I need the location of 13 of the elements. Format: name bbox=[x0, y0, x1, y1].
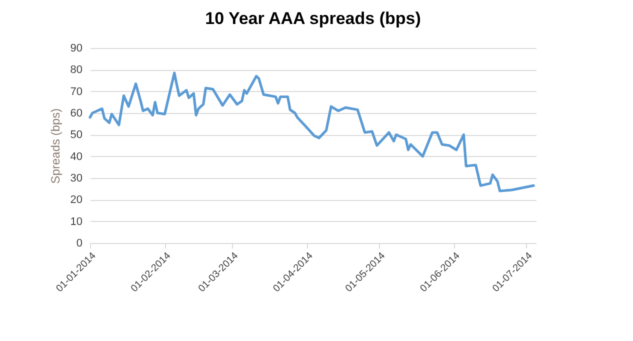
y-tick-label: 0 bbox=[76, 238, 82, 250]
y-tick-label: 40 bbox=[70, 150, 82, 163]
y-tick-label: 80 bbox=[70, 64, 82, 76]
y-tick-label: 20 bbox=[70, 194, 82, 206]
y-tick-label: 10 bbox=[70, 216, 82, 228]
y-tick-label: 50 bbox=[70, 129, 82, 142]
y-tick-label: 70 bbox=[70, 86, 82, 98]
y-tick-label: 60 bbox=[70, 108, 82, 120]
y-tick-label: 30 bbox=[70, 172, 82, 184]
line-series bbox=[88, 72, 535, 192]
chart-title: 10 Year AAA spreads (bps) bbox=[205, 9, 421, 28]
y-tick-label: 90 bbox=[70, 42, 82, 54]
y-axis-title: Spreads (bps) bbox=[48, 108, 62, 184]
